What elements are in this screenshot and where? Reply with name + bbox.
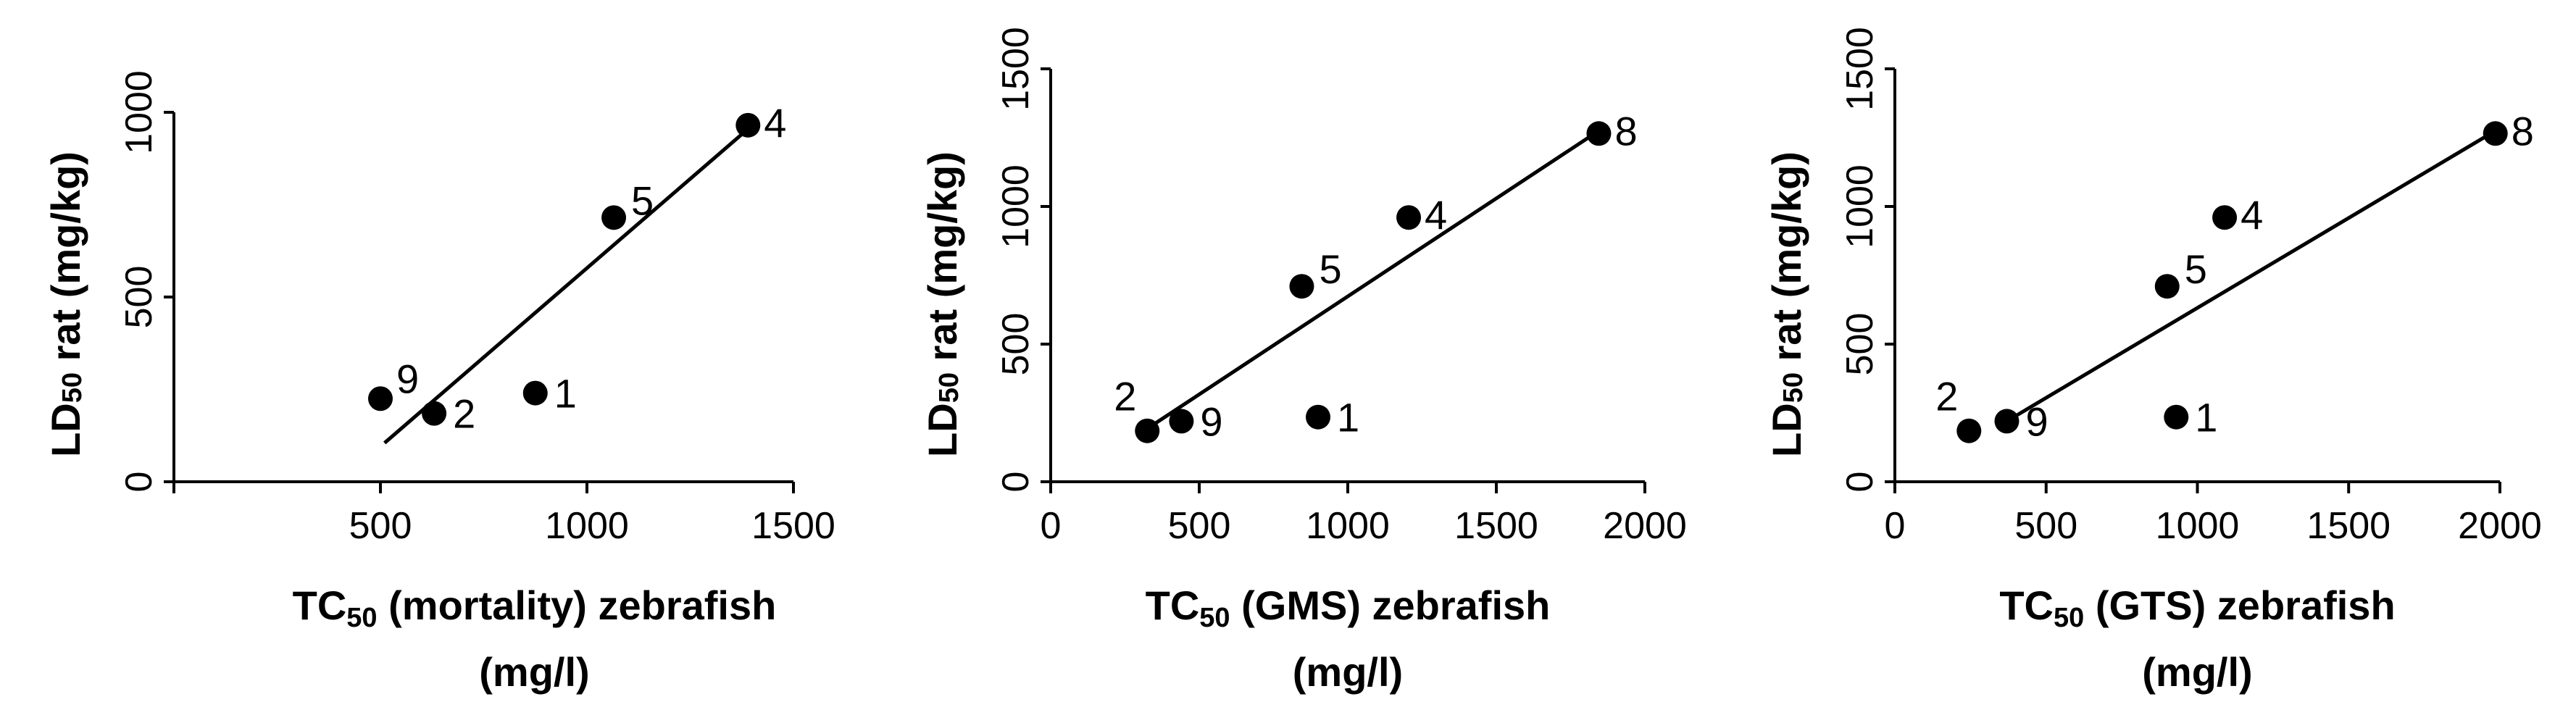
data-point-4	[2212, 205, 2238, 230]
x-axis-label: TC50 (GMS) zebrafish	[1146, 582, 1551, 633]
y-tick-label: 0	[118, 472, 160, 493]
point-label: 8	[2512, 108, 2534, 154]
point-label: 9	[1200, 398, 1222, 444]
point-label: 5	[631, 177, 654, 223]
x-tick-label: 500	[349, 505, 412, 547]
y-tick-label: 500	[1839, 313, 1881, 376]
y-tick-label: 1500	[1839, 27, 1881, 111]
trend-line	[1149, 129, 1600, 429]
chart-panel-2: 0 500 1000 1500 0 500 1000 1500 2000 2 9 1 5 4 8 LD50 r…	[920, 27, 1687, 695]
y-tick-label: 1000	[1839, 164, 1881, 248]
point-label: 1	[1337, 395, 1359, 440]
data-point-4	[1396, 205, 1422, 230]
point-label: 1	[2195, 395, 2217, 440]
x-tick-label: 2000	[2458, 505, 2542, 547]
y-axis-label: LD50 rat (mg/kg)	[43, 151, 88, 457]
point-label: 5	[2185, 246, 2207, 292]
point-label: 4	[764, 100, 786, 146]
x-axis-label-unit: (mg/l)	[1293, 649, 1403, 695]
point-label: 8	[1614, 108, 1637, 154]
x-tick-label: 1000	[1306, 505, 1390, 547]
data-point-4	[735, 112, 761, 138]
point-label: 2	[1935, 374, 1958, 419]
x-tick-label: 0	[1885, 505, 1906, 547]
y-tick-label: 1000	[995, 164, 1037, 248]
trend-line	[383, 128, 749, 445]
y-axis-label: LD50 rat (mg/kg)	[920, 151, 965, 457]
y-tick-label: 1500	[995, 27, 1037, 111]
data-point-8	[2483, 121, 2508, 146]
x-axis-label: TC50 (GTS) zebrafish	[1999, 582, 2395, 633]
x-tick-label: 0	[1041, 505, 1062, 547]
data-point-2	[1956, 418, 1982, 443]
data-point-5	[601, 205, 627, 230]
x-tick-label: 500	[1168, 505, 1231, 547]
x-axis-label: TC50 (mortality) zebrafish	[293, 582, 777, 633]
x-tick-label: 1000	[2156, 505, 2240, 547]
y-tick-label: 500	[995, 313, 1037, 376]
x-tick-label: 1500	[2306, 505, 2390, 547]
data-point-1	[2164, 404, 2189, 430]
data-point-9	[368, 386, 393, 411]
data-point-1	[522, 380, 548, 406]
x-tick-label: 500	[2014, 505, 2077, 547]
x-tick-label: 1500	[1454, 505, 1538, 547]
data-point-5	[2154, 274, 2180, 299]
chart-panel-3: 0 500 1000 1500 0 500 1000 1500 2000 2 9 1 54 8 LD50 r…	[1764, 27, 2542, 695]
data-point-2	[422, 401, 447, 426]
x-axis-label-unit: (mg/l)	[479, 649, 589, 695]
data-point-2	[1135, 418, 1160, 443]
point-label: 2	[1114, 374, 1136, 419]
point-label: 5	[1319, 246, 1341, 292]
data-point-9	[1994, 409, 2019, 434]
point-label: 9	[2025, 398, 2048, 444]
point-label: 2	[453, 391, 475, 437]
x-tick-label: 1000	[545, 505, 629, 547]
data-point-8	[1586, 121, 1612, 146]
x-axis-label-unit: (mg/l)	[2142, 649, 2252, 695]
x-tick-label: 2000	[1603, 505, 1687, 547]
x-tick-label: 1500	[751, 505, 835, 547]
point-label: 4	[1425, 192, 1447, 238]
trend-line	[2006, 129, 2497, 423]
point-label: 4	[2241, 192, 2263, 238]
data-point-5	[1289, 274, 1314, 299]
chart-panel-1: 0 500 1000 500 1000 1500 92 1 5 4 LD50 rat (mg/kg)…	[43, 70, 835, 695]
y-tick-label: 0	[995, 472, 1037, 493]
point-label: 9	[396, 356, 419, 401]
point-label: 1	[554, 371, 577, 417]
y-tick-label: 0	[1839, 472, 1881, 493]
y-tick-label: 1000	[118, 70, 160, 154]
data-point-1	[1306, 404, 1330, 430]
y-axis-label: LD50 rat (mg/kg)	[1764, 151, 1809, 457]
y-tick-label: 500	[118, 266, 160, 329]
data-point-9	[1169, 409, 1194, 434]
